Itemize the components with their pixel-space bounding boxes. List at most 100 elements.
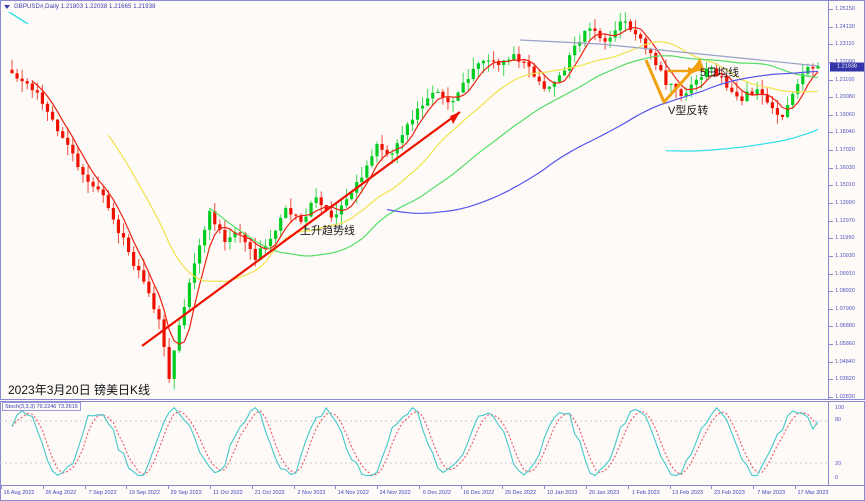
time-tick — [293, 486, 295, 489]
price-tick — [829, 397, 833, 398]
price-tick — [829, 114, 833, 116]
price-tick-label: 1.24130 — [835, 23, 855, 30]
time-tick-label: 10 Jan 2023 — [547, 490, 578, 496]
time-tick — [460, 486, 462, 489]
annotation-uptrend-line: 上升趋势线 — [300, 225, 355, 237]
price-tick-label: 1.16030 — [835, 164, 855, 171]
price-tick-label: 1.19060 — [835, 111, 855, 118]
time-tick — [251, 486, 253, 489]
time-tick — [586, 486, 588, 489]
price-tick-label: 1.07900 — [835, 305, 855, 312]
price-axis[interactable]: 1.25150 1.24130 1.23110 1.22090 1.21100 1.200… — [829, 0, 865, 400]
time-tick — [335, 486, 337, 489]
time-tick-label: 24 Nov 2022 — [379, 490, 411, 496]
stochastic-level-label: 80 — [835, 417, 842, 423]
price-tick-label: 1.17020 — [835, 147, 855, 154]
price-tick — [829, 150, 833, 152]
time-tick — [711, 486, 713, 489]
price-tick-label: 1.06880 — [835, 323, 855, 330]
price-tick — [829, 379, 833, 381]
price-chart-pane[interactable] — [0, 0, 829, 400]
price-tick-label: 1.04840 — [835, 358, 855, 365]
stochastic-label: Stoch(3,3,3) 79.2246 73.2616 — [2, 402, 81, 411]
time-tick — [627, 486, 629, 489]
time-tick-label: 20 Jan 2023 — [588, 490, 620, 496]
price-tick-label: 1.10930 — [835, 252, 855, 259]
price-tick — [829, 167, 833, 169]
price-tick-label: 1.15010 — [835, 182, 855, 189]
time-tick — [84, 486, 86, 489]
price-tick-label: 1.02830 — [835, 394, 855, 400]
time-tick-label: 6 Dec 2022 — [422, 490, 451, 496]
caret-down-icon[interactable] — [4, 4, 10, 9]
price-tick — [829, 361, 833, 363]
price-tick — [829, 79, 833, 81]
price-tick-label: 1.22090 — [835, 59, 855, 65]
time-tick-label: 23 Feb 2023 — [713, 490, 745, 496]
time-tick-label: 2 Nov 2022 — [297, 490, 326, 496]
time-tick-label: 17 Mar 2023 — [797, 490, 829, 496]
stochastic-axis[interactable]: 100 80 20 0 — [829, 401, 865, 486]
annotation-ma5: 5日均线 — [700, 67, 740, 79]
symbol-ohlc-label: GBPUSD#,Daily 1.21803 1.22038 1.21665 1.… — [14, 3, 156, 10]
time-tick — [126, 486, 128, 489]
annotation-v-reversal: V型反转 — [668, 105, 709, 117]
price-tick — [829, 308, 833, 310]
time-tick — [377, 486, 379, 489]
time-tick-label: 14 Nov 2022 — [337, 490, 369, 496]
price-tick-label: 1.13990 — [835, 200, 855, 206]
time-tick — [795, 486, 796, 489]
time-tick-label: 26 Aug 2022 — [45, 490, 77, 496]
time-tick-label: 29 Dec 2022 — [504, 490, 537, 496]
price-tick — [829, 61, 833, 63]
price-tick — [829, 326, 833, 328]
symbol-info-bar: GBPUSD#,Daily 1.21803 1.22038 1.21665 1.… — [1, 1, 828, 12]
price-tick — [829, 9, 833, 10]
price-tick — [829, 220, 833, 222]
price-tick — [829, 203, 833, 204]
price-tick-label: 1.11950 — [835, 235, 855, 242]
time-tick-label: 13 Feb 2023 — [672, 490, 704, 496]
time-tick-label: 16 Dec 2022 — [463, 490, 495, 496]
price-tick-label: 1.05860 — [835, 341, 855, 348]
time-tick — [544, 486, 546, 489]
chart-caption: 2023年3月20日 镑美日K线 — [8, 383, 151, 397]
stochastic-level-label: 0 — [835, 475, 839, 481]
price-tick-label: 1.09910 — [835, 270, 855, 277]
time-tick-label: 7 Sep 2022 — [88, 490, 117, 496]
stochastic-level-label: 20 — [835, 461, 842, 467]
price-tick-label: 1.12970 — [835, 217, 855, 224]
time-tick-label: 29 Sep 2022 — [170, 490, 202, 496]
price-tick-label: 1.21100 — [835, 76, 855, 83]
price-tick — [829, 185, 833, 187]
current-price-label: 1.21938 — [830, 62, 864, 72]
price-tick — [829, 344, 833, 346]
time-tick-label: 16 Aug 2022 — [3, 490, 35, 496]
stochastic-level-label: 100 — [835, 405, 845, 411]
price-tick — [829, 255, 833, 257]
time-axis[interactable]: 16 Aug 2022 26 Aug 2022 7 Sep 2022 19 Sep 2… — [0, 486, 865, 501]
time-tick-label: 19 Sep 2022 — [128, 490, 160, 496]
price-tick-label: 1.18040 — [835, 129, 855, 136]
time-tick-label: 7 Mar 2023 — [757, 490, 786, 496]
price-tick — [829, 44, 833, 46]
time-tick — [753, 486, 755, 489]
price-tick-label: 1.25150 — [835, 6, 855, 12]
price-tick — [829, 238, 833, 240]
time-tick-label: 21 Oct 2022 — [254, 490, 285, 496]
time-tick — [418, 486, 420, 489]
time-tick — [168, 486, 170, 489]
price-tick-label: 1.23110 — [835, 41, 855, 48]
price-tick — [829, 97, 833, 99]
price-tick-label: 1.20080 — [835, 94, 855, 101]
time-tick — [42, 486, 44, 489]
time-tick — [502, 486, 504, 489]
time-tick-label: 1 Feb 2023 — [631, 490, 660, 496]
price-tick-label: 1.03820 — [835, 376, 855, 383]
time-tick — [669, 486, 671, 489]
time-tick — [1, 486, 2, 489]
time-tick — [209, 486, 211, 489]
price-tick-label: 1.08920 — [835, 288, 855, 295]
stochastic-pane[interactable] — [0, 401, 829, 486]
